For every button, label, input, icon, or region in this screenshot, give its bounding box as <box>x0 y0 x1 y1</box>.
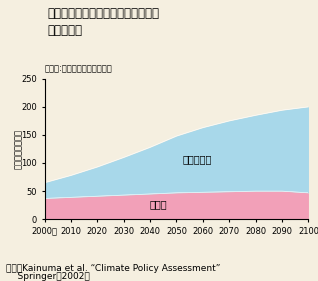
Text: 先進国と途上国の今後の二酸化炭素: 先進国と途上国の今後の二酸化炭素 <box>48 7 160 20</box>
Text: 排出量予測: 排出量予測 <box>48 24 83 37</box>
Y-axis label: 一酸化炭素排出量: 一酸化炭素排出量 <box>14 129 23 169</box>
Text: （単位:億トン（炭素換算））: （単位:億トン（炭素換算）） <box>45 64 112 73</box>
Text: 開発途上国: 開発途上国 <box>183 154 212 164</box>
Text: 先進国: 先進国 <box>149 199 167 209</box>
Text: Springer（2002）: Springer（2002） <box>6 272 90 281</box>
Text: 出典：Kainuma et al. “Climate Policy Assessment”: 出典：Kainuma et al. “Climate Policy Assess… <box>6 264 221 273</box>
